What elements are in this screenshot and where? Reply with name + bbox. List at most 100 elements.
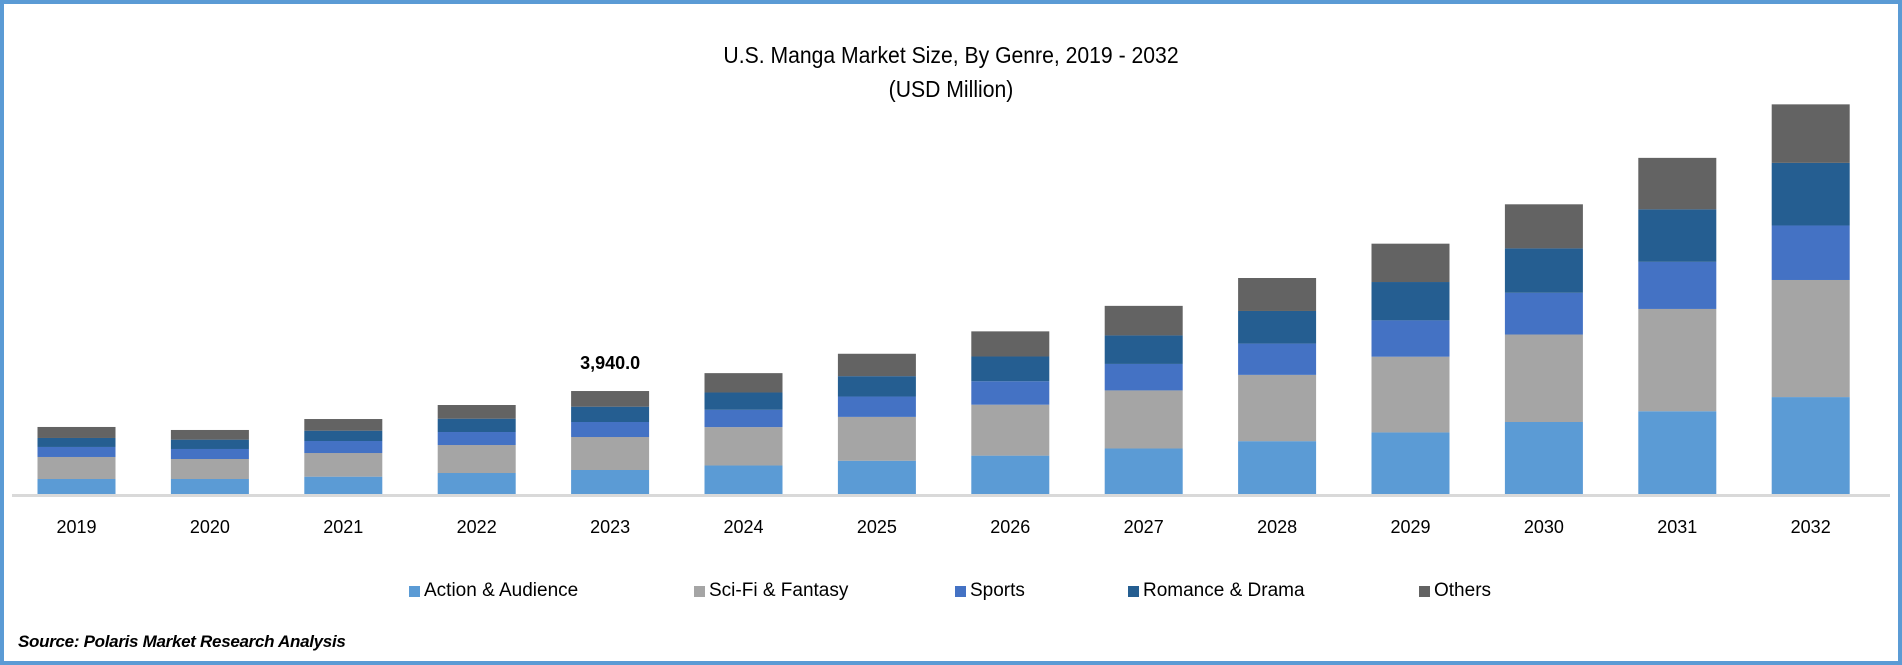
legend-swatch bbox=[1419, 585, 1430, 597]
bar-segment-2029-others bbox=[1371, 243, 1450, 283]
bar-segment-2031-action-audience bbox=[1638, 411, 1717, 494]
bar-segment-2030-others bbox=[1504, 204, 1583, 249]
bar-segment-2032-action-audience bbox=[1771, 397, 1850, 494]
x-tick-label: 2024 bbox=[723, 517, 764, 537]
x-tick-label: 2025 bbox=[856, 517, 897, 537]
bar-segment-2027-romance-drama bbox=[1104, 335, 1183, 364]
x-tick-label: 2023 bbox=[590, 517, 631, 537]
legend-label: Romance & Drama bbox=[1143, 580, 1305, 601]
legend-swatch bbox=[955, 585, 966, 597]
bar-segment-2026-action-audience bbox=[971, 455, 1050, 494]
bar-segment-2030-sci-fi-fantasy bbox=[1504, 334, 1583, 422]
bar-segment-2021-others bbox=[304, 419, 383, 431]
bar-segment-2028-romance-drama bbox=[1238, 310, 1317, 344]
bar-segment-2026-romance-drama bbox=[971, 356, 1050, 382]
x-tick-label: 2020 bbox=[189, 517, 230, 537]
chart-subtitle: (USD Million) bbox=[888, 76, 1014, 102]
legend-item: Action & Audience bbox=[409, 580, 578, 602]
bar-segment-2019-sci-fi-fantasy bbox=[37, 456, 116, 479]
x-tick-label: 2028 bbox=[1257, 517, 1298, 537]
bar-segment-2024-sports bbox=[704, 409, 783, 428]
bar-segment-2029-action-audience bbox=[1371, 432, 1450, 494]
bar-segment-2023-romance-drama bbox=[571, 406, 650, 422]
bar-segment-2020-romance-drama bbox=[170, 439, 249, 449]
bar-segment-2026-sports bbox=[971, 381, 1050, 405]
legend-swatch bbox=[694, 585, 705, 597]
bar-segment-2024-action-audience bbox=[704, 465, 783, 494]
legend-label: Sports bbox=[970, 580, 1025, 601]
bar-segment-2031-sports bbox=[1638, 261, 1717, 309]
chart-title: U.S. Manga Market Size, By Genre, 2019 -… bbox=[723, 42, 1179, 68]
x-tick-label: 2022 bbox=[456, 517, 497, 537]
bar-segment-2030-romance-drama bbox=[1504, 248, 1583, 293]
bar-segment-2024-sci-fi-fantasy bbox=[704, 427, 783, 466]
legend-item: Sci-Fi & Fantasy bbox=[694, 580, 848, 602]
bar-segment-2019-action-audience bbox=[37, 478, 116, 494]
bar-segment-2022-sci-fi-fantasy bbox=[437, 445, 516, 474]
legend-item: Romance & Drama bbox=[1128, 580, 1305, 602]
bar-segment-2029-sports bbox=[1371, 320, 1450, 357]
bar-segment-2029-sci-fi-fantasy bbox=[1371, 356, 1450, 433]
bar-segment-2023-others bbox=[571, 391, 650, 407]
bar-segment-2019-sports bbox=[37, 446, 116, 457]
bar-segment-2028-sports bbox=[1238, 343, 1317, 375]
legend-label: Action & Audience bbox=[424, 580, 579, 601]
bar-segment-2028-action-audience bbox=[1238, 441, 1317, 494]
legend-item: Sports bbox=[955, 580, 1025, 602]
bar-segment-2024-romance-drama bbox=[704, 392, 783, 410]
legend-label: Others bbox=[1434, 580, 1492, 601]
bar-segment-2030-sports bbox=[1504, 292, 1583, 335]
bar-segment-2023-sci-fi-fantasy bbox=[571, 437, 650, 470]
x-tick-label: 2031 bbox=[1657, 517, 1698, 537]
x-tick-label: 2021 bbox=[323, 517, 364, 537]
bar-segment-2021-action-audience bbox=[304, 476, 383, 494]
bar-segment-2032-sports bbox=[1771, 225, 1850, 280]
bar-segment-2031-others bbox=[1638, 157, 1717, 210]
bar-segment-2028-others bbox=[1238, 278, 1317, 311]
bar-segment-2027-sports bbox=[1104, 363, 1183, 391]
bar-segment-2022-action-audience bbox=[437, 473, 516, 494]
bar-segment-2029-romance-drama bbox=[1371, 282, 1450, 321]
source-note: Source: Polaris Market Research Analysis bbox=[18, 632, 346, 651]
bar-segment-2021-sci-fi-fantasy bbox=[304, 453, 383, 477]
bar-segment-2020-action-audience bbox=[170, 478, 249, 494]
x-tick-label: 2030 bbox=[1523, 517, 1564, 537]
bar-segment-2027-others bbox=[1104, 305, 1183, 336]
bar-segment-2032-others bbox=[1771, 104, 1850, 163]
bar-segment-2020-sports bbox=[170, 448, 249, 459]
bar-segment-2026-sci-fi-fantasy bbox=[971, 404, 1050, 456]
x-tick-label: 2027 bbox=[1123, 517, 1164, 537]
legend-swatch bbox=[409, 585, 420, 597]
bar-segment-2025-sports bbox=[837, 396, 916, 417]
bar-segment-2019-others bbox=[37, 426, 116, 438]
bar-segment-2025-action-audience bbox=[837, 460, 916, 494]
bar-segment-2031-romance-drama bbox=[1638, 209, 1717, 262]
bar-segment-2024-others bbox=[704, 373, 783, 393]
bar-segment-2028-sci-fi-fantasy bbox=[1238, 374, 1317, 442]
legend-label: Sci-Fi & Fantasy bbox=[709, 580, 849, 601]
bar-segment-2030-action-audience bbox=[1504, 422, 1583, 494]
data-label: 3,940.0 bbox=[580, 353, 641, 374]
bar-segment-2023-action-audience bbox=[571, 470, 650, 494]
bar-segment-2027-sci-fi-fantasy bbox=[1104, 390, 1183, 449]
bar-segment-2026-others bbox=[971, 331, 1050, 357]
bar-segment-2022-sports bbox=[437, 432, 516, 446]
bar-segment-2022-romance-drama bbox=[437, 418, 516, 433]
legend-swatch bbox=[1128, 585, 1139, 597]
stacked-bar-chart bbox=[12, 104, 1890, 497]
legend-item: Others bbox=[1419, 580, 1491, 602]
bar-segment-2025-sci-fi-fantasy bbox=[837, 416, 916, 461]
bar-segment-2031-sci-fi-fantasy bbox=[1638, 308, 1717, 412]
x-tick-label: 2029 bbox=[1390, 517, 1431, 537]
bar-segment-2025-romance-drama bbox=[837, 376, 916, 397]
bar-segment-2021-romance-drama bbox=[304, 430, 383, 442]
x-tick-label: 2032 bbox=[1790, 517, 1831, 537]
bar-segment-2020-others bbox=[170, 429, 249, 440]
bar-segment-2032-sci-fi-fantasy bbox=[1771, 279, 1850, 398]
bar-segment-2021-sports bbox=[304, 441, 383, 454]
bar-segment-2022-others bbox=[437, 405, 516, 419]
bar-segment-2023-sports bbox=[571, 422, 650, 438]
bar-segment-2025-others bbox=[837, 353, 916, 377]
bar-segment-2027-action-audience bbox=[1104, 448, 1183, 494]
bar-segment-2020-sci-fi-fantasy bbox=[170, 458, 249, 479]
